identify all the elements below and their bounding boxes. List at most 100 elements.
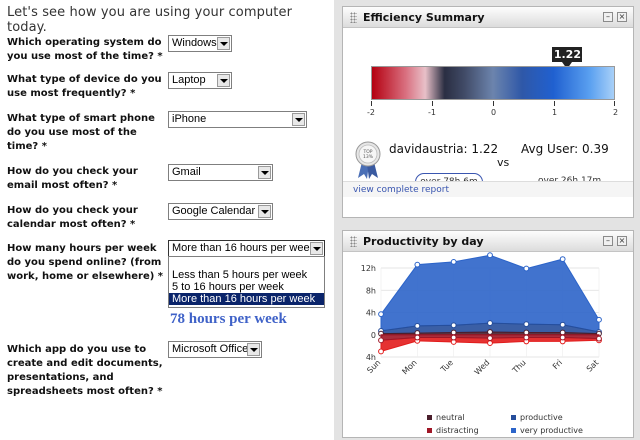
- scale-label: 0: [491, 108, 497, 117]
- drag-handle-icon[interactable]: [350, 12, 357, 23]
- chevron-down-icon[interactable]: [258, 205, 271, 218]
- os-select[interactable]: Windows: [168, 35, 232, 52]
- question-hours-label: How many hours per week do you spend onl…: [7, 243, 164, 282]
- data-point: [559, 329, 566, 336]
- close-icon[interactable]: ×: [617, 236, 627, 246]
- svg-text:13%: 13%: [363, 154, 374, 160]
- chevron-down-icon[interactable]: [247, 343, 260, 356]
- x-tick-label: Thu: [510, 358, 528, 376]
- user-efficiency-stat: davidaustria: 1.22: [389, 142, 499, 156]
- minimize-icon[interactable]: –: [603, 236, 613, 246]
- data-point: [487, 320, 493, 326]
- hours-select[interactable]: More than 16 hours per week: [168, 240, 325, 257]
- chevron-down-icon[interactable]: [258, 166, 271, 179]
- data-point: [596, 316, 602, 323]
- scale-label: 2: [613, 108, 619, 117]
- data-point: [450, 258, 457, 265]
- data-point: [559, 321, 566, 328]
- calendar-select[interactable]: Google Calendar: [168, 203, 273, 220]
- vs-label: vs: [497, 156, 510, 169]
- question-email-label: How do you check your email most often? …: [7, 166, 138, 191]
- hours-total: 78 hours per week: [170, 311, 287, 327]
- chevron-down-icon[interactable]: [310, 242, 323, 255]
- y-tick-label: 4h: [366, 309, 376, 318]
- x-tick-label: Tue: [438, 358, 455, 375]
- hours-option[interactable]: 5 to 16 hours per week: [172, 281, 284, 293]
- y-tick-label: 4h: [366, 353, 376, 362]
- y-tick-label: 12h: [361, 264, 376, 273]
- productivity-widget: Productivity by day – × 12h 8h 4h 0 4h Sun Mon…: [342, 230, 634, 440]
- question-device-label: What type of device do you use most freq…: [7, 74, 162, 99]
- x-tick-label: Sat: [585, 358, 601, 374]
- legend-swatch: [511, 415, 516, 420]
- legend-item-neutral: neutral: [427, 413, 465, 422]
- data-point: [487, 252, 493, 259]
- legend-item-very-productive: very productive: [511, 426, 583, 435]
- data-point: [414, 334, 421, 341]
- avg-efficiency-stat: Avg User: 0.39: [521, 142, 609, 156]
- data-point: [559, 334, 566, 341]
- data-point: [414, 261, 421, 268]
- hours-option[interactable]: Less than 5 hours per week: [172, 269, 308, 281]
- email-select[interactable]: Gmail: [168, 164, 273, 181]
- data-point: [487, 335, 493, 341]
- hours-dropdown-list[interactable]: Less than 5 hours per week 5 to 16 hours…: [168, 256, 325, 308]
- legend-label: productive: [520, 413, 563, 422]
- scale-label: -1: [428, 108, 436, 117]
- productivity-body: 12h 8h 4h 0 4h Sun Mon Tue Wed Thu Fri Sat neutral p…: [343, 252, 633, 440]
- productivity-widget-header[interactable]: Productivity by day – ×: [343, 231, 633, 252]
- data-point: [487, 329, 493, 335]
- close-icon[interactable]: ×: [617, 12, 627, 22]
- y-tick-label: 8h: [366, 286, 376, 295]
- data-point: [450, 329, 457, 336]
- efficiency-marker-value: 1.22: [552, 47, 583, 62]
- question-os-label: Which operating system do you use most o…: [7, 37, 163, 62]
- efficiency-footer: view complete report: [343, 181, 633, 197]
- phone-select[interactable]: iPhone: [168, 111, 307, 128]
- minimize-icon[interactable]: –: [603, 12, 613, 22]
- data-point: [450, 334, 457, 341]
- efficiency-gradient-bar: [371, 66, 615, 100]
- legend-label: very productive: [520, 426, 583, 435]
- legend-item-distracting: distracting: [427, 426, 479, 435]
- chevron-down-icon[interactable]: [217, 37, 230, 50]
- device-select[interactable]: Laptop: [168, 72, 232, 89]
- question-calendar-label: How do you check your calendar most ofte…: [7, 205, 138, 230]
- efficiency-widget-header[interactable]: Efficiency Summary – ×: [343, 7, 633, 28]
- hours-option-selected[interactable]: More than 16 hours per week: [169, 293, 324, 305]
- efficiency-marker-pointer: [562, 62, 573, 69]
- data-point: [523, 334, 530, 341]
- efficiency-tick-row: [371, 101, 615, 107]
- data-point: [523, 265, 530, 272]
- survey-intro: Let's see how you are using your compute…: [7, 5, 293, 35]
- scale-label: 1: [552, 108, 558, 117]
- legend-label: neutral: [436, 413, 465, 422]
- data-point: [559, 256, 566, 262]
- legend-swatch: [427, 428, 432, 433]
- drag-handle-icon[interactable]: [350, 236, 357, 247]
- top-rank-badge-icon: TOP 13%: [355, 141, 381, 179]
- question-app-label: Which app do you use to create and edit …: [7, 344, 163, 397]
- legend-swatch: [511, 428, 516, 433]
- x-tick-label: Wed: [473, 358, 492, 377]
- svg-text:TOP: TOP: [362, 149, 372, 155]
- app-select[interactable]: Microsoft Office: [168, 341, 262, 358]
- survey-panel: Let's see how you are using your compute…: [7, 5, 325, 397]
- data-point: [378, 337, 384, 344]
- widget-title: Productivity by day: [363, 235, 484, 248]
- question-phone-label: What type of smart phone do you use most…: [7, 113, 155, 152]
- scale-label: -2: [367, 108, 375, 117]
- data-point: [378, 348, 384, 355]
- data-point: [487, 340, 493, 346]
- chevron-down-icon[interactable]: [217, 74, 230, 87]
- data-point: [450, 322, 457, 329]
- x-tick-label: Fri: [551, 358, 564, 371]
- data-point: [523, 321, 530, 328]
- view-report-link[interactable]: view complete report: [353, 185, 449, 195]
- legend-swatch: [427, 415, 432, 420]
- legend-item-productive: productive: [511, 413, 563, 422]
- legend-label: distracting: [436, 426, 479, 435]
- chevron-down-icon[interactable]: [292, 113, 305, 126]
- y-tick-label: 0: [371, 331, 376, 340]
